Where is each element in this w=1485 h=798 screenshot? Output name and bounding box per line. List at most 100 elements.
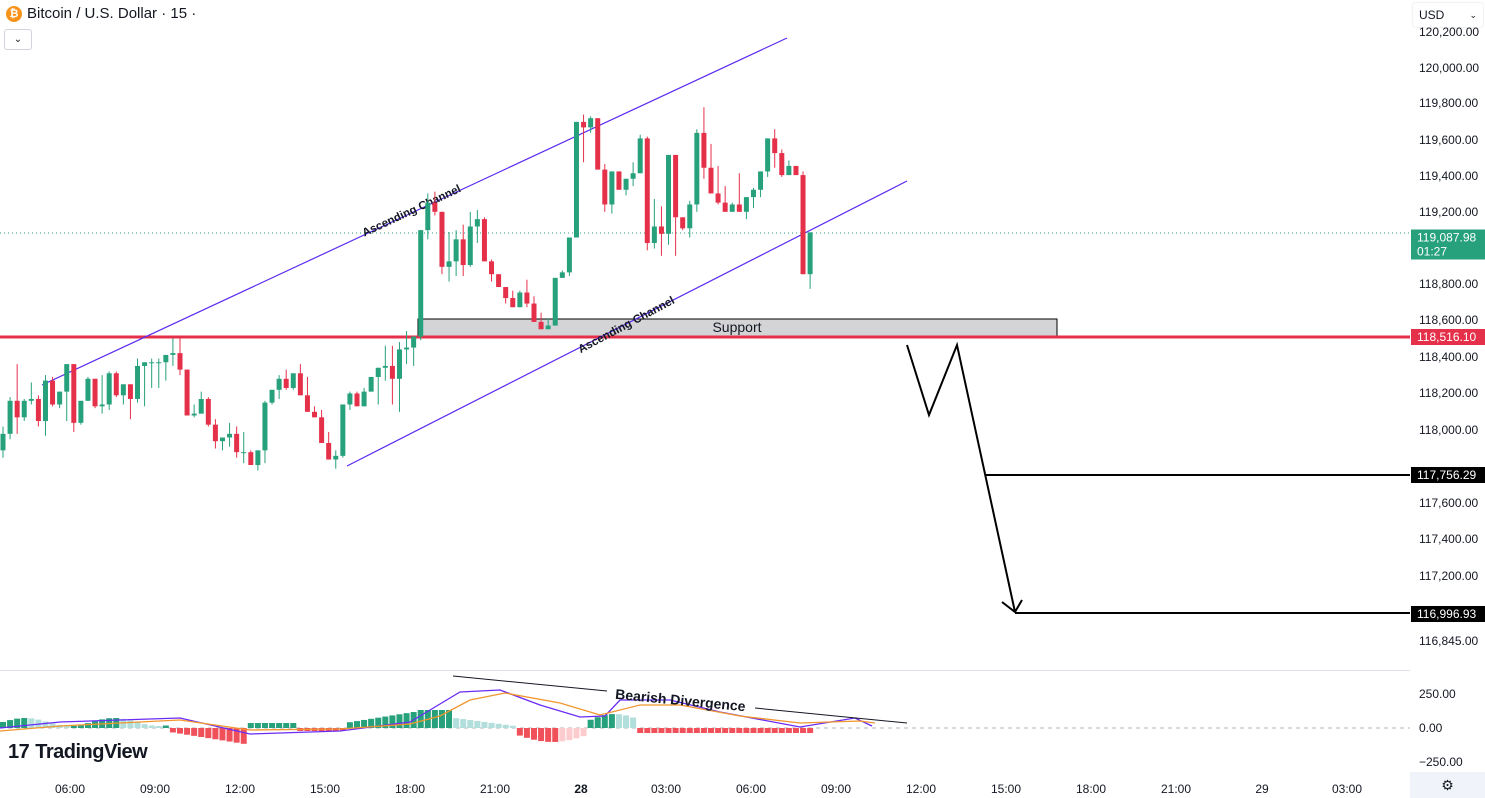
histogram-bar xyxy=(254,723,261,728)
time-tick: 21:00 xyxy=(1160,782,1192,796)
candle-body xyxy=(42,380,48,421)
histogram-bar xyxy=(715,728,722,733)
candle-body xyxy=(113,373,119,396)
histogram-bar xyxy=(226,728,233,742)
candle-body xyxy=(566,237,572,273)
candle-body xyxy=(779,153,785,176)
histogram-bar xyxy=(368,718,375,728)
candle-body xyxy=(198,398,204,414)
histogram-bar xyxy=(21,718,28,728)
histogram-bar xyxy=(7,720,14,728)
histogram-bar xyxy=(523,728,530,738)
candle-body xyxy=(687,204,693,229)
price-tick: 117,200.00 xyxy=(1419,569,1479,583)
candle-body xyxy=(573,121,579,238)
candle-body xyxy=(680,217,686,229)
chart-settings-button[interactable]: ⚙ xyxy=(1410,772,1485,798)
candle-body xyxy=(85,378,91,401)
histogram-bar xyxy=(708,728,714,733)
symbol-title[interactable]: Bitcoin / U.S. Dollar · 15 · xyxy=(27,5,197,22)
histogram-bar xyxy=(587,719,594,728)
price-tick: 120,200.00 xyxy=(1419,25,1480,39)
candle-body xyxy=(701,132,707,168)
currency-select[interactable]: USD ⌄ xyxy=(1413,3,1483,27)
histogram-bar xyxy=(559,728,566,742)
candle-body xyxy=(382,365,388,368)
histogram-bar xyxy=(134,722,141,728)
histogram-bar xyxy=(531,728,537,740)
histogram-bar xyxy=(601,715,608,728)
candle-body xyxy=(559,272,565,278)
pane-divider[interactable] xyxy=(0,670,1485,671)
candle-body xyxy=(333,455,339,460)
histogram-bar xyxy=(637,728,644,733)
histogram-bar xyxy=(49,723,56,728)
time-tick: 09:00 xyxy=(139,782,171,796)
price-tick: 118,600.00 xyxy=(1419,313,1479,327)
signal-line xyxy=(0,692,876,732)
histogram-bar xyxy=(438,710,445,728)
candle-body xyxy=(489,261,495,275)
histogram-bar xyxy=(361,719,368,728)
histogram-bar xyxy=(382,716,389,728)
histogram-bar xyxy=(346,722,353,728)
candle-body xyxy=(354,393,360,407)
candle-body xyxy=(248,452,254,466)
histogram-bar xyxy=(141,724,148,728)
time-tick: 29 xyxy=(1255,782,1269,796)
support-label: Support xyxy=(712,319,761,335)
collapse-legend-button[interactable]: ⌄ xyxy=(4,29,32,50)
histogram-bar xyxy=(191,728,198,736)
candle-body xyxy=(758,171,764,190)
channel-label-upper: Ascending Channel xyxy=(361,183,463,239)
histogram-bar xyxy=(736,728,743,733)
price-tick: 118,200.00 xyxy=(1419,386,1479,400)
histogram-bar xyxy=(771,728,778,733)
candle-body xyxy=(262,402,268,451)
tradingview-logo[interactable]: 17 TradingView xyxy=(8,741,148,764)
candle-body xyxy=(106,373,112,405)
histogram-bar xyxy=(502,724,509,728)
candle-body xyxy=(644,138,650,243)
histogram-bar xyxy=(679,728,686,733)
projection-path xyxy=(906,341,1016,613)
histogram-bar xyxy=(722,728,729,733)
candle-body xyxy=(630,173,636,179)
histogram-bar xyxy=(431,710,438,728)
histogram-bar xyxy=(198,728,205,737)
candle-body xyxy=(772,138,778,154)
candle-body xyxy=(304,395,310,412)
histogram-bar xyxy=(757,728,764,733)
candle-body xyxy=(658,226,664,234)
candle-body xyxy=(35,398,41,421)
candle-body xyxy=(234,433,240,453)
candle-body xyxy=(212,424,218,442)
histogram-bar xyxy=(240,728,247,744)
price-axis[interactable]: 120,200.00 120,000.00 119,800.00 119,600.00… xyxy=(1410,0,1485,770)
candle-body xyxy=(389,365,395,379)
price-label-tag: 116,996.93 xyxy=(1411,606,1485,622)
candle-body xyxy=(418,230,424,337)
chevron-down-icon: ⌄ xyxy=(1469,9,1477,20)
candle-body xyxy=(750,189,756,198)
time-axis[interactable]: 06:00 09:00 12:00 15:00 18:00 21:00 28 03:00 06:… xyxy=(0,772,1410,798)
candle-body xyxy=(177,353,183,370)
candle-body xyxy=(666,154,672,234)
histogram-bar xyxy=(729,728,736,733)
candle-body xyxy=(453,239,459,262)
histogram-bar xyxy=(84,723,91,728)
candle-body xyxy=(297,373,303,396)
histogram-bar xyxy=(778,728,785,733)
chevron-down-icon: ⌄ xyxy=(13,34,23,45)
histogram-bar xyxy=(573,728,580,739)
histogram-bar xyxy=(453,718,460,728)
candle-body xyxy=(545,325,551,330)
candle-body xyxy=(722,202,728,212)
histogram-bar xyxy=(764,728,771,733)
oscillator-tick: 0.00 xyxy=(1419,721,1443,735)
price-tick: 118,000.00 xyxy=(1419,423,1479,437)
price-tick: 119,200.00 xyxy=(1419,205,1479,219)
candle-body xyxy=(127,384,133,399)
histogram-bar xyxy=(177,728,183,734)
